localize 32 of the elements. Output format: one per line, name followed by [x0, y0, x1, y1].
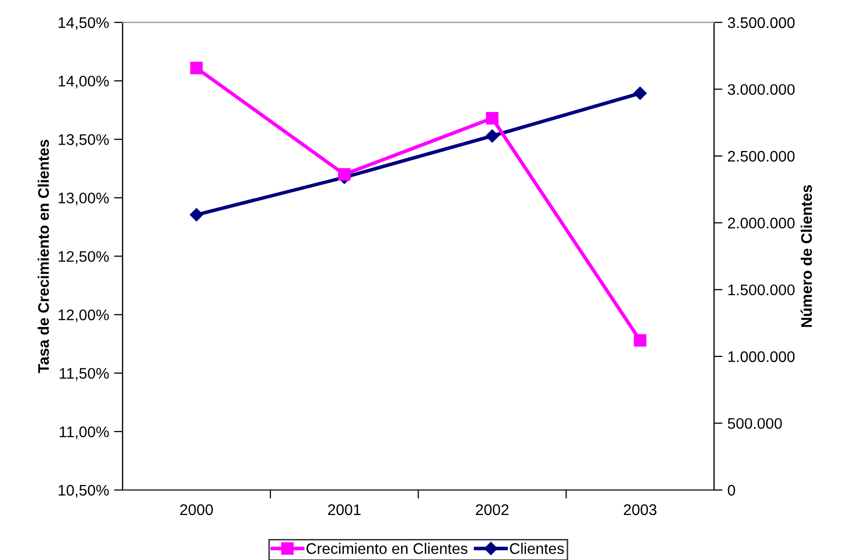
y2-tick-label: 2.000.000 [728, 218, 795, 228]
y2-tick-label: 1.000.000 [728, 351, 795, 362]
y-tick-label: 10,50% [58, 484, 109, 498]
y2-tick-label: 1.500.000 [728, 284, 795, 296]
legend-label: Crecimiento en Clientes [306, 542, 468, 554]
point [634, 334, 646, 347]
y2-tick-label: 500.000 [728, 418, 782, 429]
y-tick-label: 12,50% [58, 251, 109, 264]
y-tick-label: 14,00% [58, 76, 109, 88]
x-tick-label: 2002 [476, 504, 508, 516]
y-tick-label: 11,50% [60, 368, 109, 381]
y-tick-label: 13,50% [58, 134, 109, 147]
y2-tick-label: 2.500.000 [728, 150, 795, 162]
y-axis-title: Tasa de Crecimiento en Clientes [38, 140, 49, 374]
x-tick-label: 2003 [624, 504, 656, 516]
point [634, 86, 647, 100]
legend-label: Clientes [510, 542, 564, 554]
y-tick-label: 11,00% [60, 426, 109, 440]
x-tick-label: 2000 [180, 504, 213, 516]
point [190, 62, 203, 74]
y2-tick-label: 0 [728, 484, 736, 496]
y-tick-label: 13,00% [58, 192, 109, 206]
y-tick-label: 14,50% [58, 17, 109, 30]
point [486, 129, 499, 143]
point [190, 208, 204, 222]
y2-axis-title: Número de Clientes [800, 185, 812, 327]
point [486, 112, 498, 125]
y2-tick-label: 3.500.000 [728, 17, 795, 28]
x-tick-label: 2001 [328, 504, 361, 516]
y2-tick-label: 3.000.000 [728, 84, 795, 95]
y-tick-label: 12,00% [58, 310, 109, 322]
point [338, 168, 351, 181]
